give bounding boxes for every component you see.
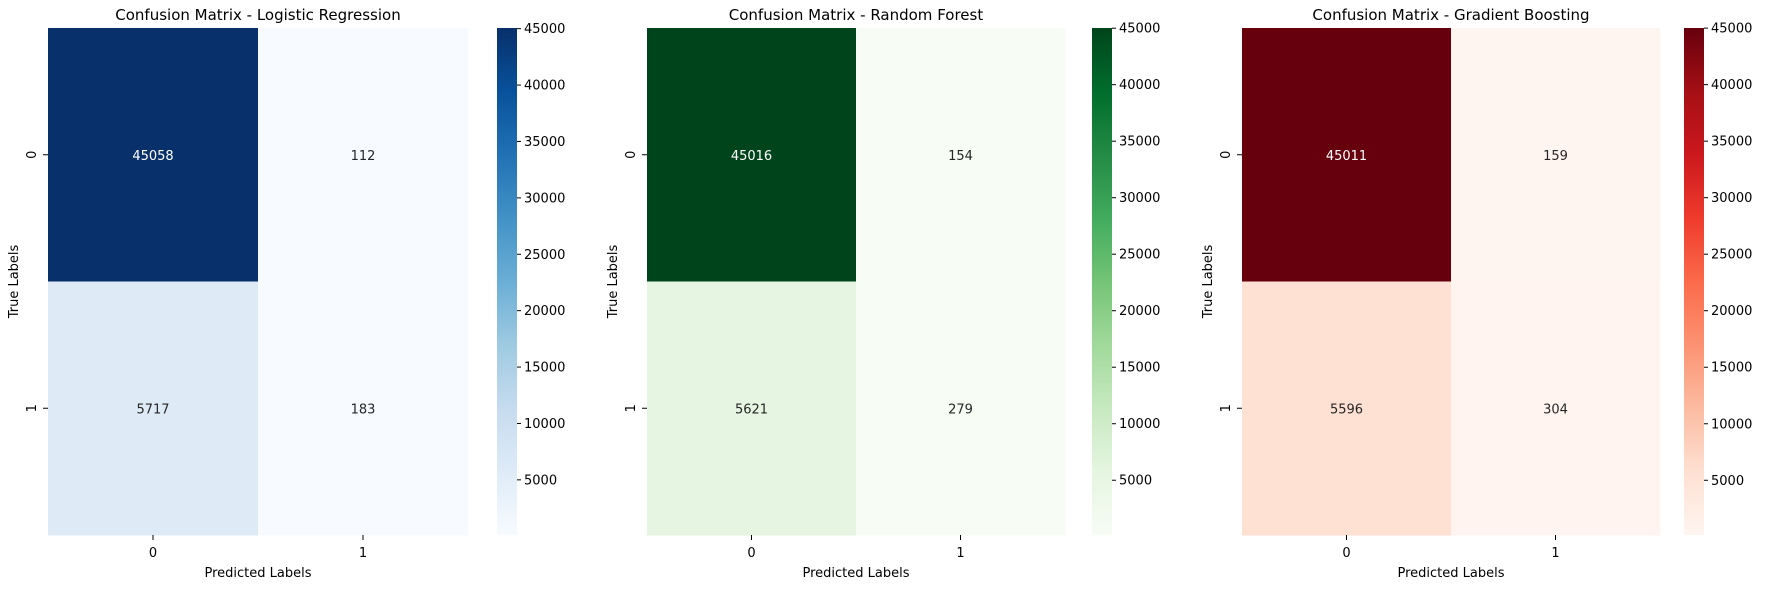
cell-value-label: 45058: [132, 149, 173, 164]
colorbar-tick-label: 30000: [1119, 191, 1160, 206]
colorbar-tick-label: 15000: [1711, 361, 1752, 376]
heatmap-cell: [1242, 281, 1452, 536]
y-tick-label: 1: [1219, 404, 1234, 412]
heatmap-cell: [647, 28, 857, 282]
colorbar-tick-label: 20000: [1711, 304, 1752, 319]
chart-title: Confusion Matrix - Random Forest: [729, 6, 984, 24]
colorbar-tick-label: 30000: [524, 191, 565, 206]
cell-value-label: 154: [948, 149, 973, 164]
colorbar-tick-label: 10000: [1119, 417, 1160, 432]
y-axis-label: True Labels: [606, 244, 621, 319]
x-tick-label: 1: [1551, 546, 1559, 561]
cell-value-label: 112: [351, 149, 376, 164]
colorbar-tick-label: 20000: [524, 304, 565, 319]
cell-value-label: 304: [1543, 402, 1568, 417]
colorbar-tick-label: 35000: [1711, 135, 1752, 150]
heatmap-cell: [258, 28, 469, 282]
colorbar-tick-label: 40000: [524, 79, 565, 94]
y-axis-label: True Labels: [7, 244, 22, 319]
cell-value-label: 45011: [1326, 149, 1367, 164]
heatmap-cell: [48, 281, 259, 536]
heatmap-panel: Confusion Matrix - Gradient Boosting 4501…: [1201, 6, 1752, 581]
x-axis-label: Predicted Labels: [1397, 566, 1504, 581]
heatmap-cell: [856, 28, 1066, 282]
colorbar-tick-label: 5000: [1711, 474, 1744, 489]
colorbar-tick-label: 15000: [524, 361, 565, 376]
colorbar-tick-label: 25000: [1119, 248, 1160, 263]
colorbar-tick-label: 45000: [1119, 22, 1160, 37]
heatmap-cell: [647, 281, 857, 536]
heatmap-cell: [258, 281, 469, 536]
heatmap-panel: Confusion Matrix - Random Forest 45016 154…: [606, 6, 1160, 581]
cell-value-label: 5596: [1330, 402, 1363, 417]
colorbar-tick-label: 40000: [1119, 78, 1160, 93]
x-tick-label: 1: [956, 546, 964, 561]
colorbar-tick-label: 5000: [1119, 474, 1152, 489]
heatmap-cell: [1451, 281, 1661, 536]
x-tick-label: 1: [359, 546, 367, 561]
colorbar-tick-label: 45000: [524, 22, 565, 37]
heatmap-panel: Confusion Matrix - Logistic Regression 45…: [7, 6, 565, 581]
y-tick-label: 1: [25, 404, 40, 412]
heatmap-cell: [1451, 28, 1661, 282]
cell-value-label: 183: [351, 402, 376, 417]
colorbar-tick-label: 40000: [1711, 78, 1752, 93]
cell-value-label: 5717: [136, 402, 169, 417]
x-tick-label: 0: [747, 546, 755, 561]
colorbar: [1684, 28, 1704, 535]
y-tick-label: 0: [624, 151, 639, 159]
chart-title: Confusion Matrix - Logistic Regression: [115, 6, 400, 24]
colorbar-tick-label: 15000: [1119, 361, 1160, 376]
cell-value-label: 5621: [735, 402, 768, 417]
cell-value-label: 279: [948, 402, 973, 417]
colorbar-tick-label: 35000: [1119, 135, 1160, 150]
colorbar-tick-label: 25000: [1711, 248, 1752, 263]
heatmap-cell: [856, 281, 1066, 536]
colorbar-tick-label: 10000: [524, 417, 565, 432]
cell-value-label: 45016: [731, 149, 772, 164]
x-tick-label: 0: [149, 546, 157, 561]
x-axis-label: Predicted Labels: [802, 566, 909, 581]
y-tick-label: 0: [1219, 151, 1234, 159]
y-tick-label: 0: [25, 151, 40, 159]
heatmap-cell: [48, 28, 259, 282]
colorbar-tick-label: 30000: [1711, 191, 1752, 206]
colorbar-tick-label: 20000: [1119, 304, 1160, 319]
colorbar-tick-label: 25000: [524, 248, 565, 263]
heatmap-cell: [1242, 28, 1452, 282]
cell-value-label: 159: [1543, 149, 1568, 164]
colorbar: [1092, 28, 1112, 535]
chart-title: Confusion Matrix - Gradient Boosting: [1312, 6, 1589, 24]
colorbar-tick-label: 45000: [1711, 22, 1752, 37]
colorbar-tick-label: 35000: [524, 135, 565, 150]
x-axis-label: Predicted Labels: [204, 566, 311, 581]
colorbar-tick-label: 10000: [1711, 417, 1752, 432]
colorbar: [497, 28, 517, 535]
y-axis-label: True Labels: [1201, 244, 1216, 319]
x-tick-label: 0: [1342, 546, 1350, 561]
colorbar-tick-label: 5000: [524, 473, 557, 488]
y-tick-label: 1: [624, 404, 639, 412]
